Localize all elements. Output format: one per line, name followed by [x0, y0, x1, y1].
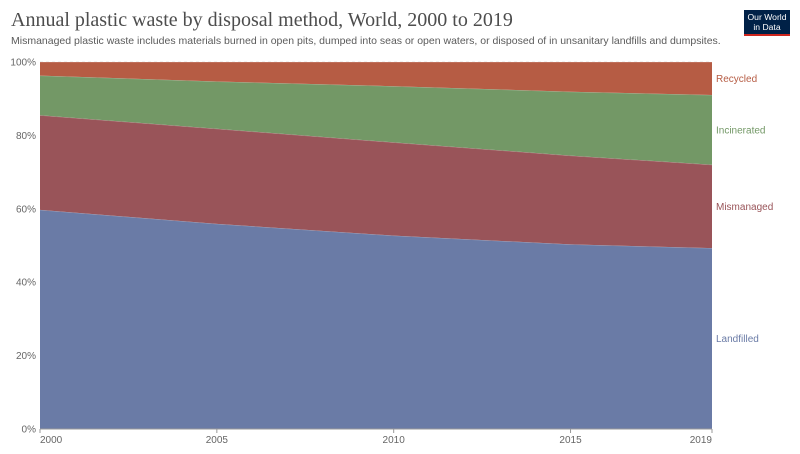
chart-title: Annual plastic waste by disposal method,… [11, 9, 513, 31]
chart-subtitle: Mismanaged plastic waste includes materi… [11, 35, 721, 47]
owid-logo[interactable]: Our World in Data [744, 10, 790, 36]
y-tick-label: 80% [16, 131, 36, 142]
x-tick-label: 2015 [559, 435, 582, 446]
series-labels: Landfilled Mismanaged Incinerated Recycled [716, 74, 773, 345]
y-tick-label: 100% [10, 58, 36, 69]
area-mismanaged[interactable] [40, 115, 712, 249]
logo-line-1: Our World [747, 12, 787, 22]
series-label-mismanaged: Mismanaged [716, 202, 773, 213]
y-tick-label: 40% [16, 278, 36, 289]
x-tick-label: 2019 [690, 435, 713, 446]
y-axis-ticks: 0% 20% 40% 60% 80% 100% [10, 58, 36, 436]
series-label-recycled: Recycled [716, 74, 757, 85]
x-tick-label: 2000 [40, 435, 63, 446]
y-tick-label: 0% [22, 425, 37, 436]
area-series [39, 61, 713, 429]
y-tick-label: 60% [16, 204, 36, 215]
area-recycled[interactable] [40, 62, 712, 96]
area-landfilled[interactable] [40, 209, 712, 429]
x-tick-label: 2005 [206, 435, 229, 446]
x-axis-ticks: 2000 2005 2010 2015 2019 [39, 428, 713, 446]
area-incinerated[interactable] [40, 75, 712, 165]
series-label-landfilled: Landfilled [716, 334, 759, 345]
y-tick-label: 20% [16, 351, 36, 362]
x-tick-label: 2010 [383, 435, 406, 446]
logo-line-2: in Data [753, 21, 781, 32]
series-label-incinerated: Incinerated [716, 125, 765, 136]
